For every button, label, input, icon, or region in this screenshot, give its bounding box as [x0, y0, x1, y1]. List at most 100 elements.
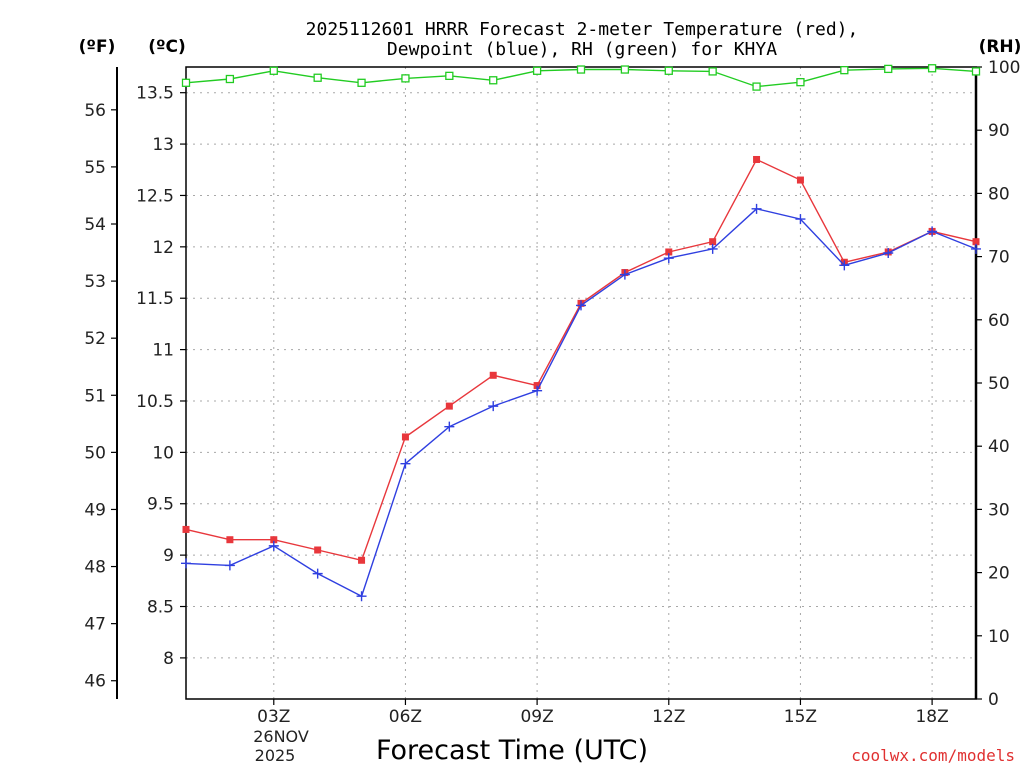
- rh-tick-label: 0: [988, 690, 999, 710]
- fahrenheit-tick-label: 53: [84, 272, 106, 292]
- rh-tick-label: 30: [988, 500, 1010, 520]
- rh-point: [840, 66, 849, 75]
- dewpoint-point: [663, 253, 674, 264]
- dewpoint-point: [356, 591, 367, 602]
- rh-point: [620, 65, 630, 74]
- rh-point: [225, 74, 235, 84]
- temperature-point: [796, 176, 804, 184]
- rh-point: [181, 78, 191, 87]
- temperature-point: [489, 371, 497, 379]
- x-tick-label: 03Z: [257, 707, 290, 727]
- dewpoint-point: [839, 260, 850, 271]
- fahrenheit-tick-label: 51: [84, 386, 106, 406]
- celsius-tick-label: 9.5: [147, 495, 174, 515]
- rh-tick-label: 10: [988, 627, 1010, 647]
- celsius-tick-label: 8: [163, 649, 174, 669]
- dewpoint-series: [181, 203, 981, 602]
- dewpoint-point: [576, 300, 586, 311]
- rh-point: [884, 64, 893, 74]
- title-line-1: 2025112601 HRRR Forecast 2-meter Tempera…: [306, 19, 859, 40]
- rh-point: [664, 66, 673, 75]
- celsius-tick-label: 13.5: [136, 84, 174, 104]
- dewpoint-point: [532, 385, 543, 396]
- rh-tick-label: 60: [988, 311, 1010, 331]
- x-axis-label: Forecast Time (UTC): [376, 735, 648, 766]
- rh-tick-label: 70: [988, 248, 1010, 268]
- celsius-tick-label: 10: [152, 443, 174, 463]
- chart-title: 2025112601 HRRR Forecast 2-meter Tempera…: [306, 19, 859, 60]
- tick-labels: 8 8.5 9 9.5 10 10.5 11 11.5 12 12.5 13 13.5 46 47 48 49…: [84, 58, 1020, 727]
- temperature-series: [182, 155, 980, 564]
- fahrenheit-tick-label: 52: [84, 329, 106, 349]
- dewpoint-point: [927, 226, 938, 237]
- rh-point: [971, 67, 981, 76]
- temperature-point: [445, 402, 453, 410]
- fahrenheit-tick-label: 49: [84, 500, 106, 520]
- rh-point: [752, 82, 761, 91]
- rh-unit-label: (RH): [979, 37, 1022, 57]
- dewpoint-point: [312, 568, 323, 579]
- credit-link[interactable]: coolwx.com/models: [851, 746, 1015, 765]
- date-line-year: 2025: [255, 746, 296, 765]
- celsius-tick-label: 12: [152, 238, 174, 258]
- x-tick-label: 18Z: [915, 707, 948, 727]
- temperature-point: [226, 536, 234, 544]
- rh-tick-label: 20: [988, 564, 1010, 584]
- dewpoint-point: [444, 421, 455, 432]
- dewpoint-point: [795, 214, 806, 225]
- rh-point: [445, 71, 454, 80]
- dewpoint-point: [268, 540, 279, 551]
- temperature-point: [972, 238, 980, 246]
- fahrenheit-tick-label: 47: [84, 615, 106, 635]
- rh-point: [489, 76, 498, 85]
- dewpoint-line: [185, 208, 977, 598]
- temperature-point: [533, 382, 541, 390]
- rh-point: [532, 66, 542, 75]
- dewpoint-point: [971, 243, 981, 254]
- x-tick-label: 15Z: [784, 707, 817, 727]
- rh-point: [401, 74, 410, 83]
- fahrenheit-tick-label: 50: [84, 443, 106, 463]
- rh-series: [181, 64, 981, 91]
- rh-point: [269, 66, 278, 75]
- celsius-tick-label: 11: [152, 341, 174, 361]
- fahrenheit-tick-label: 54: [84, 215, 106, 235]
- date-line-day: 26NOV: [253, 727, 309, 746]
- rh-tick-label: 50: [988, 374, 1010, 394]
- celsius-tick-label: 10.5: [136, 392, 174, 412]
- rh-point: [927, 64, 937, 73]
- x-tick-label: 06Z: [389, 707, 422, 727]
- rh-point: [576, 65, 586, 74]
- temperature-point: [270, 536, 278, 544]
- dewpoint-point: [883, 248, 894, 259]
- celsius-tick-label: 13: [152, 135, 174, 155]
- temperature-point: [401, 433, 409, 441]
- rh-point: [708, 67, 717, 76]
- rh-point: [357, 78, 366, 87]
- rh-tick-label: 90: [988, 121, 1010, 141]
- dewpoint-point: [751, 203, 762, 214]
- dewpoint-point: [707, 243, 718, 254]
- temperature-point: [314, 546, 322, 554]
- fahrenheit-tick-label: 55: [84, 158, 106, 178]
- temperature-point: [709, 238, 717, 246]
- fahrenheit-unit-label: (ºF): [79, 37, 116, 57]
- dewpoint-point: [400, 458, 411, 469]
- rh-tick-label: 100: [988, 58, 1020, 78]
- temperature-line: [185, 158, 977, 562]
- celsius-tick-label: 12.5: [136, 186, 174, 206]
- fahrenheit-tick-label: 56: [84, 101, 106, 121]
- fahrenheit-tick-label: 46: [84, 672, 106, 692]
- temperature-point: [358, 556, 366, 564]
- gridlines: [186, 67, 976, 699]
- dewpoint-point: [181, 558, 191, 569]
- axes: [116, 66, 978, 700]
- dewpoint-point: [488, 401, 499, 412]
- celsius-tick-label: 11.5: [136, 289, 174, 309]
- temperature-point: [182, 525, 190, 533]
- plot-frame: [185, 66, 977, 700]
- temperature-point: [665, 248, 673, 256]
- fahrenheit-tick-label: 48: [84, 558, 106, 578]
- temperature-point: [753, 155, 761, 163]
